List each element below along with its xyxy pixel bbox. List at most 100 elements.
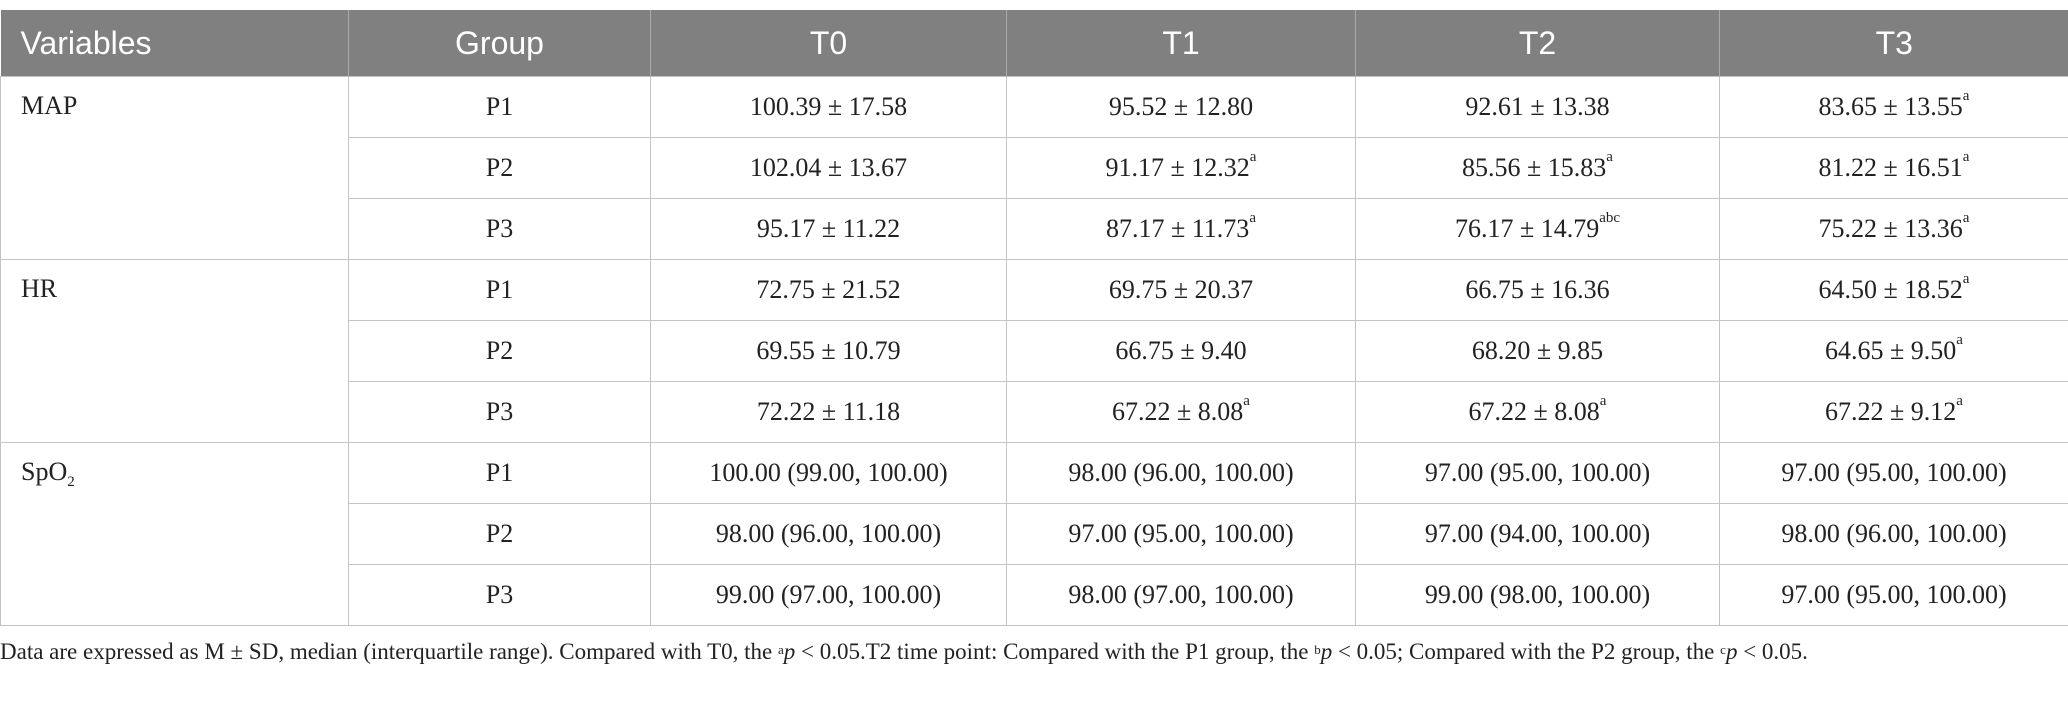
- value-text: 97.00 (95.00, 100.00): [1781, 458, 2007, 487]
- footnote-italic: p: [1320, 639, 1333, 664]
- value-cell: 64.50 ± 18.52a: [1719, 259, 2068, 321]
- value-text: 98.00 (96.00, 100.00): [1068, 458, 1294, 487]
- value-text: 64.50 ± 18.52: [1818, 275, 1963, 304]
- significance-mark: a: [1249, 210, 1256, 226]
- table-row: P2 69.55 ± 10.79 66.75 ± 9.40 68.20 ± 9.85 6…: [1, 320, 2068, 382]
- variable-name: HR: [21, 274, 58, 303]
- value-text: 81.22 ± 16.51: [1818, 153, 1963, 182]
- value-text: 92.61 ± 13.38: [1465, 92, 1610, 121]
- footnote-text: Data are expressed as M ± SD, median (in…: [0, 639, 778, 664]
- value-text: 68.20 ± 9.85: [1471, 336, 1604, 365]
- footnote-italic: p: [1725, 639, 1738, 664]
- group-name: P2: [485, 153, 514, 182]
- variable-cell: HR: [0, 259, 349, 443]
- variable-name: SpO: [21, 457, 68, 486]
- group-cell: P3: [348, 198, 651, 260]
- footnote: Data are expressed as M ± SD, median (in…: [0, 632, 2068, 671]
- value-text: 69.75 ± 20.37: [1108, 275, 1254, 304]
- value-cell: 75.22 ± 13.36a: [1719, 198, 2068, 260]
- value-text: 100.00 (99.00, 100.00): [709, 458, 948, 487]
- table-row: SpO2 P1 100.00 (99.00, 100.00) 98.00 (96.00…: [0, 442, 2068, 626]
- header-cell: T2: [1355, 10, 1720, 77]
- value-cell: 99.00 (97.00, 100.00): [650, 564, 1007, 626]
- table-container: Variables Group T0 T1 T2 T3 MAP P1 100.39 ± 17.…: [0, 10, 2068, 671]
- table-row: P2 98.00 (96.00, 100.00) 97.00 (95.00, 100…: [1, 503, 2068, 565]
- value-text: 85.56 ± 15.83: [1462, 153, 1607, 182]
- value-cell: 98.00 (96.00, 100.00): [1006, 442, 1356, 504]
- value-cell: 66.75 ± 16.36: [1355, 259, 1720, 321]
- value-text: 95.52 ± 12.80: [1108, 92, 1254, 121]
- value-cell: 100.00 (99.00, 100.00): [650, 442, 1007, 504]
- value-cell: 100.39 ± 17.58: [650, 76, 1007, 138]
- header-cell: T0: [650, 10, 1007, 77]
- value-text: 98.00 (96.00, 100.00): [715, 519, 942, 548]
- significance-mark: a: [1606, 149, 1613, 165]
- table-row: P3 95.17 ± 11.22 87.17 ± 11.73a 76.17 ± 14.…: [1, 198, 2068, 260]
- value-cell: 98.00 (96.00, 100.00): [650, 503, 1007, 565]
- subscript: 2: [67, 474, 75, 491]
- value-cell: 66.75 ± 9.40: [1006, 320, 1356, 382]
- significance-mark: a: [1956, 332, 1963, 348]
- value-cell: 97.00 (95.00, 100.00): [1006, 503, 1356, 565]
- value-cell: 85.56 ± 15.83a: [1355, 137, 1720, 199]
- value-cell: 67.22 ± 9.12a: [1719, 381, 2068, 443]
- value-text: 66.75 ± 9.40: [1115, 336, 1247, 365]
- group-cell: P2: [348, 503, 651, 565]
- value-cell: 69.75 ± 20.37: [1006, 259, 1356, 321]
- footnote-text: < 0.05; Compared with the P2 group, the: [1332, 639, 1721, 664]
- footnote-sup: b: [1314, 642, 1321, 657]
- group-name: P1: [485, 458, 514, 487]
- group-cell: P2: [348, 320, 651, 382]
- value-cell: 83.65 ± 13.55a: [1719, 76, 2068, 138]
- value-text: 102.04 ± 13.67: [749, 153, 908, 182]
- value-text: 69.55 ± 10.79: [756, 336, 901, 365]
- table-row: P2 102.04 ± 13.67 91.17 ± 12.32a 85.56 ± 15…: [1, 137, 2068, 199]
- value-cell: 72.75 ± 21.52: [650, 259, 1007, 321]
- value-cell: 69.55 ± 10.79: [650, 320, 1007, 382]
- data-table: Variables Group T0 T1 T2 T3 MAP P1 100.39 ± 17.…: [0, 10, 2068, 626]
- value-text: 95.17 ± 11.22: [756, 214, 901, 243]
- significance-mark: a: [1962, 271, 1970, 287]
- value-cell: 95.17 ± 11.22: [650, 198, 1007, 260]
- value-cell: 95.52 ± 12.80: [1006, 76, 1356, 138]
- significance-mark: a: [1962, 88, 1970, 104]
- significance-mark: a: [1249, 149, 1257, 165]
- group-cell: P1: [348, 76, 651, 138]
- footnote-text: < 0.05.: [1737, 639, 1808, 664]
- header-cell: Variables: [0, 10, 349, 77]
- significance-mark: a: [1962, 149, 1970, 165]
- group-name: P1: [485, 92, 514, 121]
- value-cell: 81.22 ± 16.51a: [1719, 137, 2068, 199]
- value-cell: 87.17 ± 11.73a: [1006, 198, 1356, 260]
- footnote-italic: p: [783, 639, 796, 664]
- group-cell: P1: [348, 259, 651, 321]
- value-cell: 97.00 (94.00, 100.00): [1355, 503, 1720, 565]
- value-cell: 76.17 ± 14.79abc: [1355, 198, 1720, 260]
- value-cell: 72.22 ± 11.18: [650, 381, 1007, 443]
- value-cell: 68.20 ± 9.85: [1355, 320, 1720, 382]
- header-cell: T3: [1719, 10, 2068, 77]
- table-body: MAP P1 100.39 ± 17.58 95.52 ± 12.80 92.61 ± …: [0, 76, 2068, 626]
- table-row: HR P1 72.75 ± 21.52 69.75 ± 20.37 66.75 ± 16…: [0, 259, 2068, 443]
- header-row: Variables Group T0 T1 T2 T3: [0, 10, 2068, 77]
- group-name: P2: [485, 519, 514, 548]
- value-text: 67.22 ± 9.12: [1825, 397, 1957, 426]
- value-cell: 102.04 ± 13.67: [650, 137, 1007, 199]
- value-text: 67.22 ± 8.08: [1112, 397, 1244, 426]
- significance-mark: abc: [1599, 210, 1621, 226]
- group-cell: P3: [348, 564, 651, 626]
- significance-mark: a: [1599, 393, 1607, 409]
- group-cell: P2: [348, 137, 651, 199]
- value-cell: 64.65 ± 9.50a: [1719, 320, 2068, 382]
- value-text: 99.00 (97.00, 100.00): [715, 580, 942, 609]
- value-cell: 91.17 ± 12.32a: [1006, 137, 1356, 199]
- significance-mark: a: [1243, 393, 1250, 409]
- value-text: 97.00 (94.00, 100.00): [1424, 519, 1651, 548]
- group-name: P3: [485, 580, 514, 609]
- value-text: 98.00 (97.00, 100.00): [1068, 580, 1294, 609]
- value-cell: 98.00 (96.00, 100.00): [1719, 503, 2068, 565]
- value-cell: 67.22 ± 8.08a: [1355, 381, 1720, 443]
- value-cell: 97.00 (95.00, 100.00): [1719, 564, 2068, 626]
